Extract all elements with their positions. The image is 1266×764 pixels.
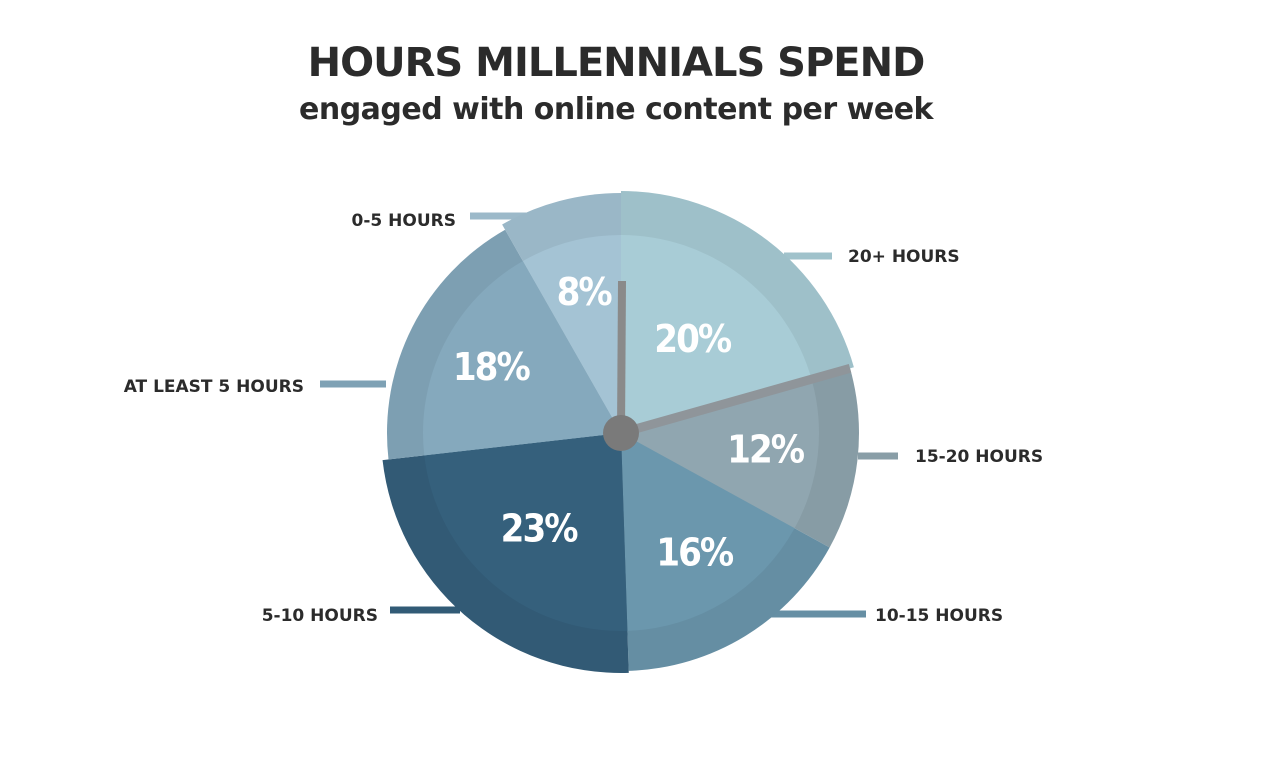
- pie-slice-inner: [424, 433, 628, 632]
- slice-value-label: 20%: [654, 317, 732, 361]
- slice-value-label: 16%: [656, 530, 734, 574]
- pie-slice-inner: [621, 433, 795, 631]
- pie-slice-inner: [621, 235, 812, 433]
- slice-value-label: 18%: [453, 345, 531, 389]
- slice-value-label: 8%: [557, 270, 613, 314]
- slice-category-label: 10-15 HOURS: [875, 606, 1003, 626]
- slice-category-label: 5-10 HOURS: [262, 606, 378, 626]
- slice-category-label: 0-5 HOURS: [352, 211, 456, 231]
- slice-category-label: AT LEAST 5 HOURS: [124, 377, 304, 397]
- pie-center-hub: [603, 415, 639, 451]
- slice-value-label: 23%: [501, 506, 579, 550]
- chart-subtitle: engaged with online content per week: [299, 92, 934, 127]
- pie-slice-inner: [621, 379, 819, 529]
- pointer-hand: [619, 363, 852, 438]
- slice-category-label: 20+ HOURS: [848, 247, 960, 267]
- slice-value-label: 12%: [727, 427, 805, 471]
- chart-title: HOURS MILLENNIALS SPEND: [307, 40, 926, 86]
- slice-category-label: 15-20 HOURS: [915, 447, 1043, 467]
- pointer-hand: [617, 280, 626, 434]
- pie-slice-inner: [522, 235, 621, 433]
- pie-slice-inner: [422, 261, 621, 456]
